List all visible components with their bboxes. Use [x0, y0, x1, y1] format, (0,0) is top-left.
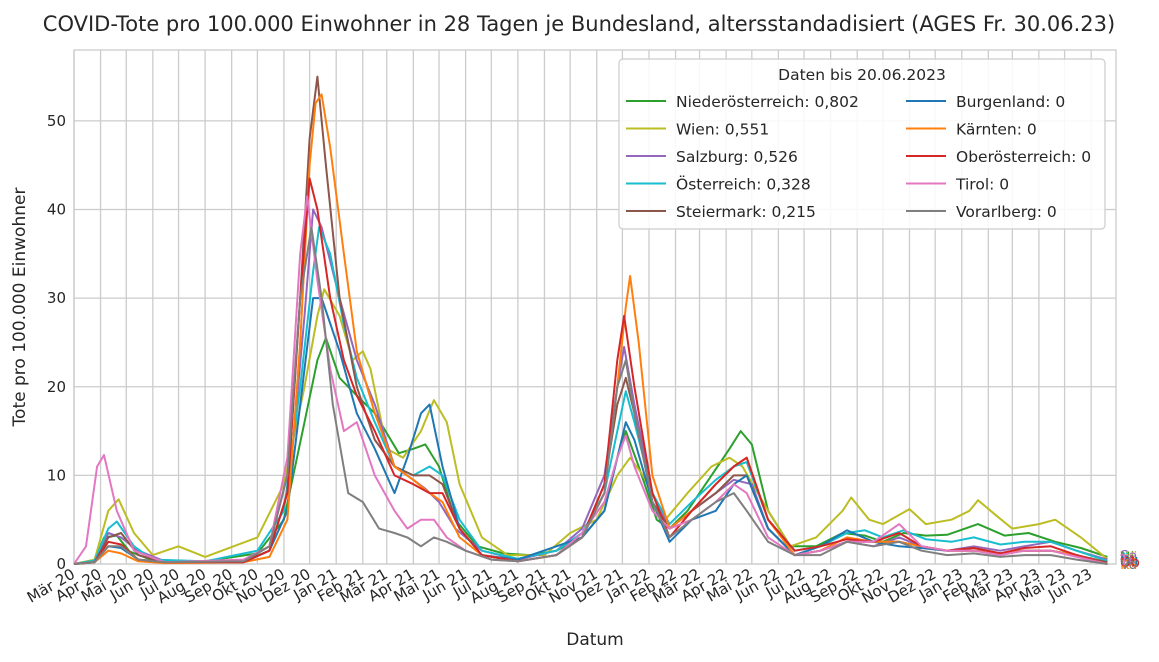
legend-entry: Vorarlberg: 0 [956, 203, 1057, 221]
legend-box [618, 58, 1106, 230]
chart-title: COVID-Tote pro 100.000 Einwohner in 28 T… [43, 12, 1115, 36]
x-axis-label: Datum [566, 630, 624, 650]
y-axis-ticks: 0 10 20 30 40 50 [47, 112, 66, 573]
legend-entry: Tirol: 0 [955, 176, 1009, 194]
line-end-label: Ös [1120, 552, 1138, 570]
line-end-label: Vo [1120, 557, 1137, 573]
y-tick-label: 50 [47, 112, 66, 130]
series-line [73, 226, 1108, 565]
legend-entry: Oberösterreich: 0 [956, 148, 1091, 166]
line-end-label: St [1120, 553, 1135, 569]
y-axis-label: Tote pro 100.000 Einwohner [10, 188, 30, 428]
line-end-label: Sa [1120, 549, 1137, 565]
line-end-label: Ob [1120, 555, 1140, 571]
legend-entry: Salzburg: 0,526 [676, 148, 798, 166]
line-end-label: Kä [1120, 557, 1138, 573]
legend-entry: Steiermark: 0,215 [676, 203, 816, 221]
legend-entry: Niederösterreich: 0,802 [676, 93, 859, 111]
series-lines [73, 75, 1109, 565]
legend-entry: Österreich: 0,328 [676, 175, 811, 194]
line-end-label: Ni [1120, 550, 1134, 566]
y-tick-label: 30 [47, 289, 66, 307]
y-tick-label: 0 [56, 555, 66, 573]
legend-entry: Kärnten: 0 [956, 121, 1037, 139]
line-end-label: Wi [1120, 550, 1137, 566]
legend-entry: Burgenland: 0 [956, 93, 1065, 111]
legend-title: Daten bis 20.06.2023 [778, 66, 946, 84]
line-end-label: Bu [1120, 553, 1138, 569]
y-tick-label: 40 [47, 201, 66, 219]
legend-items: Niederösterreich: 0,802 Wien: 0,551 Salzbu… [626, 93, 1091, 221]
line-end-label: Ti [1119, 553, 1132, 569]
y-tick-label: 20 [47, 378, 66, 396]
grid-lines [73, 50, 1116, 565]
legend-entry: Wien: 0,551 [676, 121, 769, 139]
y-tick-label: 10 [47, 466, 66, 484]
legend: Daten bis 20.06.2023 Niederösterreich: 0… [618, 58, 1106, 230]
